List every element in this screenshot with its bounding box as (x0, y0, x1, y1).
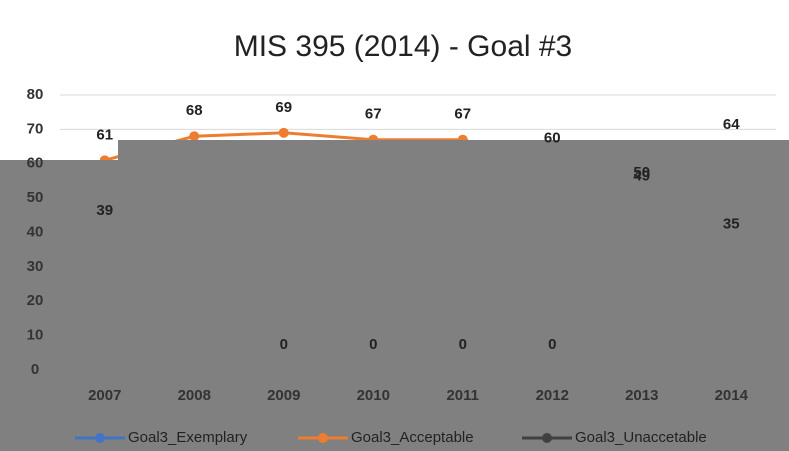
data-label: 61 (96, 126, 113, 143)
y-tick-label: 50 (27, 189, 44, 206)
legend-marker (95, 433, 105, 443)
chart-title: MIS 395 (2014) - Goal #3 (234, 30, 573, 63)
data-label: 39 (96, 202, 113, 219)
data-label: 49 (633, 168, 650, 185)
data-label: 68 (186, 102, 203, 119)
legend-label: Goal3_Exemplary (128, 429, 248, 446)
y-tick-label: 0 (31, 361, 39, 378)
data-label: 64 (723, 116, 740, 133)
data-label: 67 (454, 106, 471, 123)
x-tick-label: 2011 (446, 387, 479, 404)
y-tick-label: 10 (27, 327, 44, 344)
x-tick-label: 2012 (536, 387, 569, 404)
y-tick-label: 20 (27, 292, 44, 309)
y-tick-label: 30 (27, 258, 44, 275)
data-label: 0 (459, 336, 467, 353)
data-label: 0 (548, 336, 556, 353)
data-label: 69 (275, 99, 292, 116)
y-tick-label: 80 (27, 86, 44, 103)
x-tick-label: 2007 (88, 387, 121, 404)
y-tick-label: 60 (27, 155, 44, 172)
point (278, 127, 289, 138)
point (189, 131, 200, 142)
x-tick-label: 2009 (267, 387, 300, 404)
legend-marker (318, 433, 328, 443)
overlay (0, 140, 789, 451)
data-label: 0 (280, 336, 288, 353)
legend-label: Goal3_Unaccetable (575, 429, 707, 446)
data-label: 67 (365, 106, 382, 123)
data-label: 0 (369, 336, 377, 353)
legend-label: Goal3_Acceptable (351, 429, 474, 446)
x-tick-label: 2013 (625, 387, 658, 404)
x-tick-label: 2014 (715, 387, 749, 404)
data-label: 60 (544, 130, 561, 147)
x-tick-label: 2008 (178, 387, 211, 404)
y-tick-label: 40 (27, 223, 44, 240)
x-tick-label: 2010 (357, 387, 390, 404)
data-label: 50 (633, 164, 650, 181)
data-label: 35 (723, 216, 740, 233)
legend-marker (542, 433, 552, 443)
y-tick-label: 70 (27, 120, 44, 137)
